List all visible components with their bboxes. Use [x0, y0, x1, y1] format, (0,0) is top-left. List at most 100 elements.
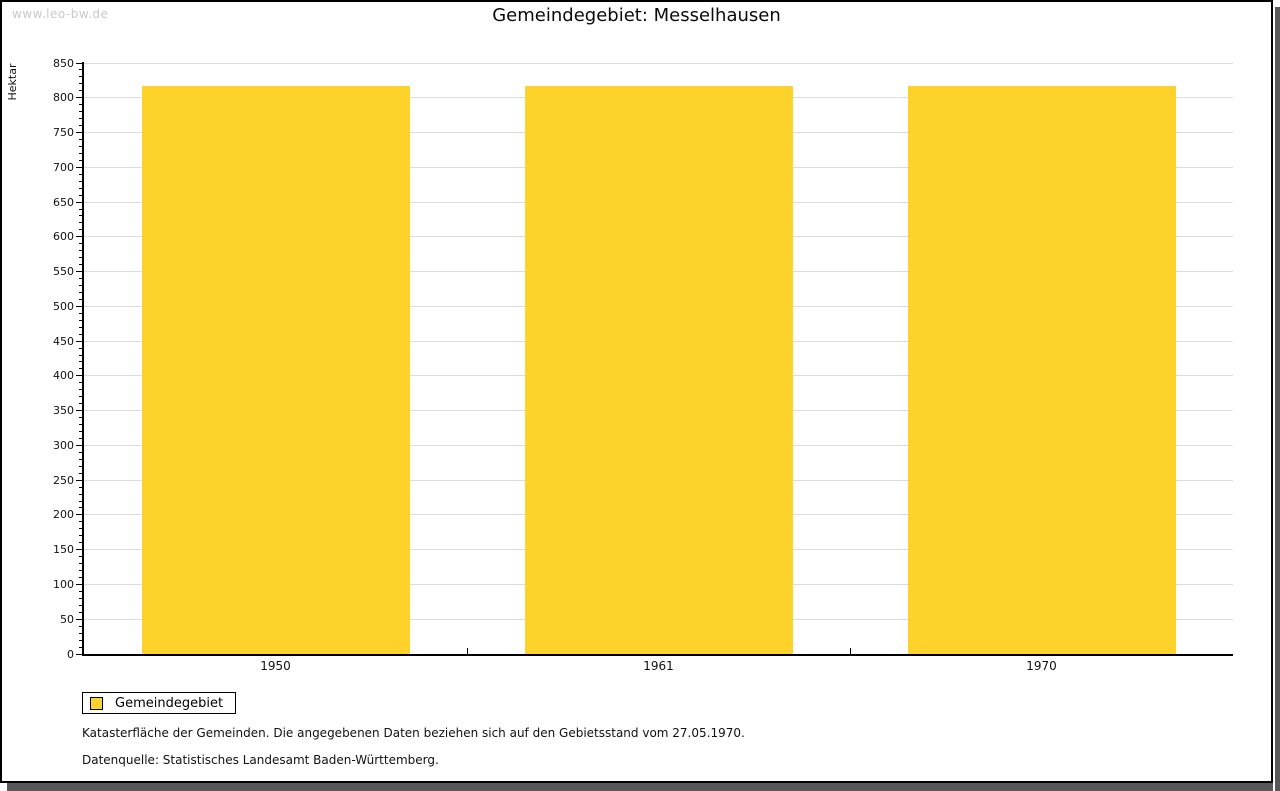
y-axis-tick — [79, 431, 83, 432]
y-axis-tick — [79, 229, 83, 231]
y-axis-tick — [79, 125, 83, 127]
y-axis-tick — [79, 76, 83, 78]
y-axis-tick — [79, 646, 83, 648]
y-axis-tick — [79, 69, 83, 71]
y-axis-tick — [79, 180, 83, 182]
x-axis-tick — [849, 648, 851, 654]
y-gridline — [84, 62, 1233, 64]
legend-label: Gemeindegebiet — [115, 695, 224, 711]
y-axis-tick — [79, 458, 83, 460]
y-axis-tick — [79, 486, 83, 488]
y-axis-tick — [76, 305, 83, 307]
y-axis-tick — [79, 159, 83, 161]
y-axis-tick — [76, 340, 83, 342]
y-axis-tick — [76, 479, 83, 481]
y-axis-line — [82, 62, 84, 656]
x-axis-tick — [466, 648, 468, 654]
y-tick-label: 50 — [60, 612, 74, 626]
legend: Gemeindegebiet — [82, 692, 237, 714]
y-axis-tick — [79, 347, 83, 349]
y-axis-tick — [79, 389, 83, 391]
y-tick-label: 750 — [53, 126, 74, 140]
y-axis-tick — [79, 187, 83, 189]
y-axis-tick — [79, 368, 83, 370]
y-axis-tick — [79, 326, 83, 328]
y-axis-tick — [79, 145, 83, 147]
y-axis-tick — [76, 132, 83, 134]
y-axis-tick — [79, 556, 83, 558]
y-axis-tick — [79, 354, 83, 356]
y-tick-label: 650 — [53, 195, 74, 209]
y-axis-tick — [79, 83, 83, 85]
y-axis-tick — [76, 444, 83, 446]
y-tick-label: 100 — [53, 577, 74, 591]
y-axis-tick — [79, 590, 83, 592]
bar-1961 — [524, 85, 793, 654]
y-axis-tick — [79, 577, 83, 579]
y-axis-tick — [79, 639, 83, 641]
y-axis-tick — [79, 264, 83, 266]
y-axis-tick — [79, 625, 83, 627]
y-axis-tick — [79, 312, 83, 314]
y-axis-tick — [79, 472, 83, 474]
y-axis-tick — [79, 138, 83, 140]
y-axis-tick — [76, 583, 83, 585]
y-tick-label: 600 — [53, 230, 74, 244]
y-axis-tick — [79, 90, 83, 92]
y-axis-tick — [79, 437, 83, 439]
y-axis-tick — [76, 653, 83, 655]
y-axis-tick — [79, 298, 83, 300]
y-axis-tick — [79, 451, 83, 453]
y-tick-label: 300 — [53, 438, 74, 452]
y-tick-label: 0 — [67, 647, 74, 661]
y-axis-tick — [79, 500, 83, 502]
chart-source-note: Datenquelle: Statistisches Landesamt Bad… — [82, 753, 439, 767]
y-axis-tick — [79, 250, 83, 252]
y-axis-tick — [79, 528, 83, 530]
y-axis-tick — [79, 535, 83, 537]
y-tick-label: 450 — [53, 334, 74, 348]
y-axis-tick — [79, 597, 83, 599]
y-axis-tick — [79, 104, 83, 106]
y-axis-tick — [79, 542, 83, 544]
x-axis-line — [82, 654, 1233, 656]
y-axis-tick — [76, 375, 83, 377]
y-axis-tick — [79, 382, 83, 384]
y-axis-tick — [79, 611, 83, 613]
bar-1970 — [907, 85, 1176, 654]
y-axis-tick — [79, 521, 83, 523]
panel-shadow-right — [1275, 7, 1280, 791]
x-tick-label: 1970 — [1026, 659, 1057, 673]
y-axis-tick — [79, 604, 83, 606]
y-axis-tick — [76, 271, 83, 273]
y-tick-label: 700 — [53, 160, 74, 174]
y-axis-tick — [79, 111, 83, 113]
watermark: www.leo-bw.de — [12, 7, 109, 21]
x-tick-label: 1950 — [260, 659, 291, 673]
bar-1950 — [141, 85, 410, 654]
y-axis-tick — [79, 222, 83, 224]
y-tick-label: 250 — [53, 473, 74, 487]
y-axis-tick — [79, 173, 83, 175]
y-axis-tick — [79, 396, 83, 398]
y-axis-tick — [79, 319, 83, 321]
y-tick-label: 400 — [53, 369, 74, 383]
y-axis-tick — [76, 618, 83, 620]
y-axis-tick — [79, 243, 83, 245]
legend-swatch — [90, 696, 103, 710]
chart-title: Gemeindegebiet: Messelhausen — [492, 5, 781, 26]
y-axis-tick — [76, 166, 83, 168]
x-tick-label: 1961 — [643, 659, 674, 673]
y-axis-tick — [76, 97, 83, 99]
y-axis-tick — [76, 514, 83, 516]
y-axis-tick — [79, 278, 83, 280]
y-axis-tick — [79, 333, 83, 335]
y-tick-label: 200 — [53, 508, 74, 522]
y-axis-tick — [79, 417, 83, 419]
y-axis-tick — [76, 236, 83, 238]
y-tick-label: 550 — [53, 265, 74, 279]
y-axis-tick — [79, 118, 83, 120]
y-axis-tick — [79, 361, 83, 363]
y-axis-tick — [79, 291, 83, 293]
